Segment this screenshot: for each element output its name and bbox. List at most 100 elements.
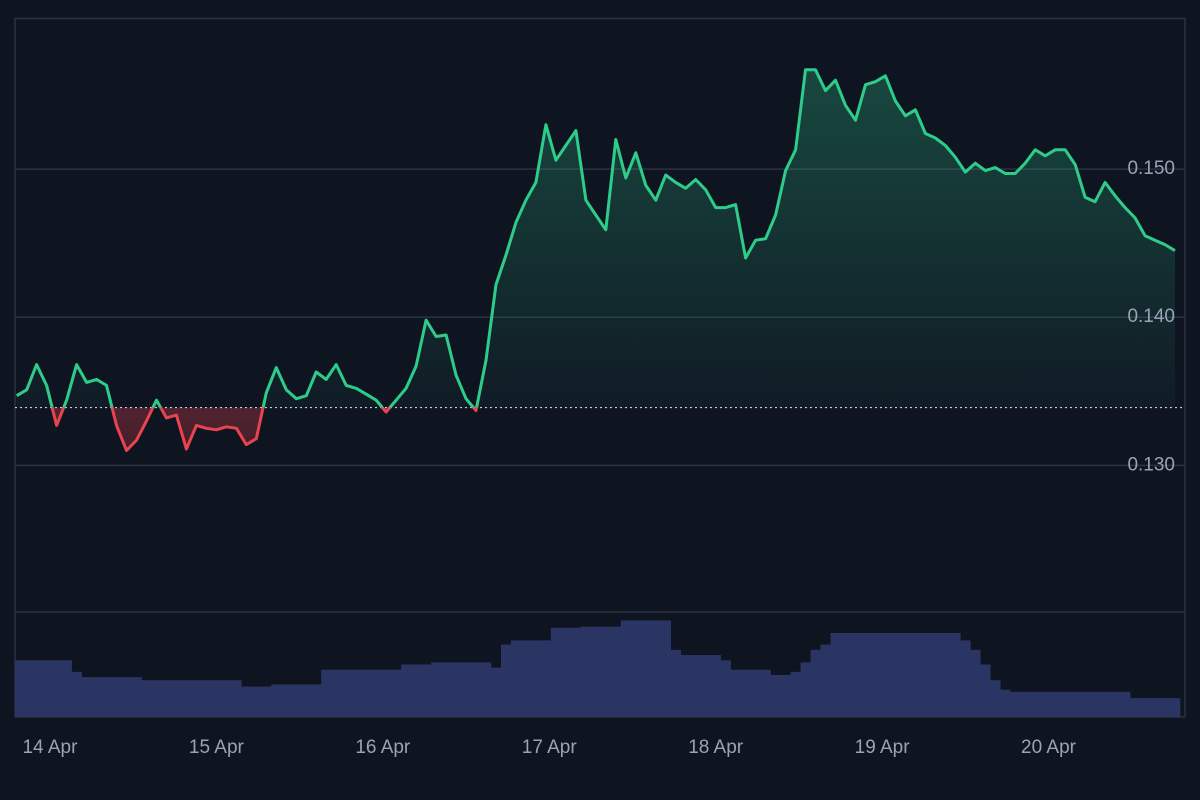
volume-bar	[1040, 691, 1051, 717]
volume-bar	[1070, 691, 1081, 717]
volume-bar	[640, 620, 652, 717]
volume-bar	[71, 671, 82, 717]
price-area	[16, 69, 1176, 451]
volume-bar	[590, 626, 602, 717]
volume-bar	[1140, 698, 1151, 717]
volume-bar	[131, 677, 142, 717]
price-line	[15, 68, 1176, 452]
volume-bar	[201, 680, 212, 717]
volume-bar	[1080, 691, 1091, 717]
volume-bar	[171, 680, 182, 717]
volume-bar	[301, 684, 312, 717]
volume-bar	[411, 664, 422, 717]
volume-bar	[680, 655, 692, 717]
volume-bar	[451, 662, 462, 717]
x-tick-label: 19 Apr	[855, 737, 911, 758]
volume-bar	[950, 633, 961, 717]
volume-bar	[690, 655, 701, 717]
volume-bar	[141, 680, 152, 717]
volume-bar	[920, 633, 931, 717]
volume-bar	[820, 644, 831, 717]
volume-bar	[870, 633, 881, 717]
volume-bar	[21, 660, 32, 717]
volume-bar	[490, 667, 502, 717]
volume-bar	[840, 633, 851, 717]
volume-bar	[471, 662, 482, 717]
volume-bar	[560, 627, 572, 717]
volume-bar	[381, 669, 392, 717]
volume-bar	[520, 640, 532, 717]
volume-bar	[810, 649, 821, 717]
volume-bar	[650, 620, 662, 717]
x-tick-label: 16 Apr	[355, 737, 411, 758]
volume-bar	[351, 669, 362, 717]
x-tick-label: 15 Apr	[189, 737, 245, 758]
volume-bar	[221, 680, 232, 717]
volume-bar	[441, 662, 452, 717]
volume-bar	[940, 633, 951, 717]
volume-bar	[331, 669, 342, 717]
volume-bar	[830, 633, 841, 717]
volume-bar	[980, 664, 991, 717]
volume-bar	[461, 662, 472, 717]
volume-bar	[570, 627, 582, 717]
volume-bar	[510, 640, 522, 717]
volume-bar	[321, 669, 332, 717]
volume-bar	[740, 669, 751, 717]
volume-bar	[181, 680, 192, 717]
volume-bar	[291, 684, 302, 717]
volume-bar	[750, 669, 761, 717]
volume-bar	[341, 669, 352, 717]
volume-bar	[780, 675, 791, 717]
volume-bar	[81, 677, 92, 717]
volume-bar	[1000, 689, 1011, 717]
volume-bar	[1060, 691, 1071, 717]
volume-bar	[620, 620, 632, 717]
x-tick-label: 18 Apr	[688, 737, 744, 758]
x-tick-label: 14 Apr	[22, 737, 78, 758]
volume-bar	[431, 662, 442, 717]
volume-bar	[700, 655, 711, 717]
volume-bar	[960, 640, 971, 717]
volume-bar	[311, 684, 322, 717]
volume-pane	[15, 620, 1181, 717]
volume-bar	[211, 680, 222, 717]
volume-bar	[1160, 698, 1171, 717]
y-tick-label: 0.130	[1127, 454, 1175, 475]
volume-bar	[790, 671, 801, 717]
volume-bar	[930, 633, 941, 717]
volume-bar	[481, 662, 492, 717]
volume-bar	[1030, 691, 1041, 717]
volume-bar	[600, 626, 612, 717]
volume-bar	[720, 660, 731, 717]
volume-bar	[361, 669, 372, 717]
volume-bar	[550, 627, 562, 717]
x-tick-label: 20 Apr	[1021, 737, 1077, 758]
volume-bar	[281, 684, 292, 717]
volume-bar	[231, 680, 242, 717]
volume-bar	[371, 669, 382, 717]
volume-bar	[1170, 698, 1181, 717]
volume-bar	[710, 655, 721, 717]
volume-bar	[970, 649, 981, 717]
volume-bar	[121, 677, 132, 717]
volume-bar	[191, 680, 202, 717]
volume-bar	[31, 660, 42, 717]
volume-bar	[15, 660, 22, 717]
volume-bar	[530, 640, 542, 717]
price-pane	[15, 68, 1185, 452]
volume-bar	[421, 664, 432, 717]
labels: 0.130 0.140 0.150 14 Apr 15 Apr 16 Apr 17 Apr 1…	[22, 158, 1175, 758]
volume-bar	[800, 662, 811, 717]
volume-bar	[1100, 691, 1111, 717]
volume-bar	[760, 669, 771, 717]
volume-bar	[401, 664, 412, 717]
volume-bar	[730, 669, 741, 717]
volume-bar	[391, 669, 402, 717]
volume-bar	[900, 633, 911, 717]
volume-bar	[261, 686, 272, 717]
volume-bar	[880, 633, 891, 717]
volume-bar	[670, 649, 682, 717]
volume-bar	[580, 626, 592, 717]
